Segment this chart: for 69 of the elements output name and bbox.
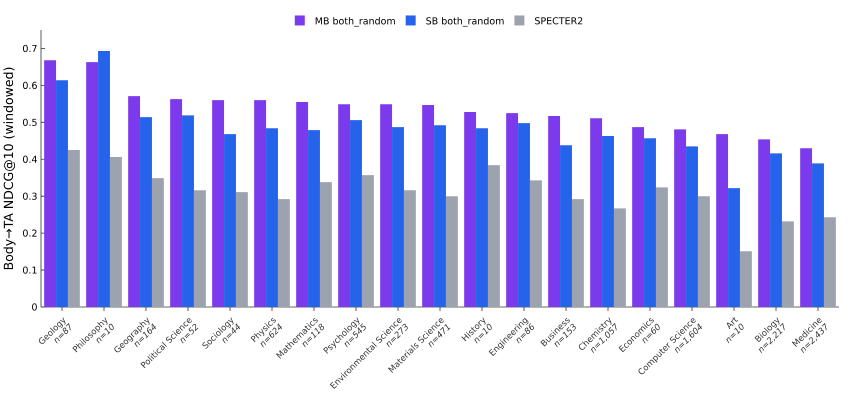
- bar: [110, 157, 122, 307]
- bar: [824, 217, 836, 307]
- bar: [644, 138, 656, 307]
- legend-label: SPECTER2: [535, 17, 582, 24]
- bar: [308, 130, 320, 307]
- bar: [380, 104, 392, 307]
- bar: [800, 148, 812, 307]
- bar: [98, 51, 110, 307]
- y-tick-label: 0.2: [22, 230, 37, 237]
- y-tick-label: 0: [32, 303, 37, 311]
- bar: [278, 199, 290, 307]
- bar: [68, 150, 80, 307]
- bar: [560, 145, 572, 307]
- bar: [728, 188, 740, 307]
- bar: [464, 112, 476, 307]
- bar: [812, 163, 824, 307]
- bar: [296, 102, 308, 307]
- bar: [476, 128, 488, 307]
- bar: [266, 128, 278, 307]
- bar: [674, 129, 686, 307]
- bar: [572, 199, 584, 307]
- bar: [548, 116, 560, 307]
- bar: [758, 139, 770, 307]
- bar: [182, 115, 194, 307]
- bar: [254, 100, 266, 307]
- bar: [392, 127, 404, 307]
- bar: [518, 123, 530, 307]
- bar: [170, 99, 182, 307]
- y-tick-label: 0.7: [22, 44, 37, 52]
- bar: [656, 187, 668, 307]
- bar: [320, 182, 332, 307]
- bar: [488, 165, 500, 307]
- bar: [362, 175, 374, 307]
- bar: [446, 196, 458, 307]
- legend-label: SB both_random: [426, 17, 504, 27]
- bar: [770, 153, 782, 307]
- bar: [530, 180, 542, 307]
- bar: [86, 62, 98, 307]
- bar: [338, 104, 350, 307]
- bar: [350, 120, 362, 307]
- bar: [686, 146, 698, 307]
- bar: [782, 221, 794, 307]
- bar: [716, 134, 728, 307]
- y-tick-label: 0.6: [22, 82, 37, 89]
- bar: [422, 104, 434, 307]
- bar: [740, 251, 752, 307]
- bar: [212, 100, 224, 307]
- bar: [602, 136, 614, 307]
- bar: [56, 80, 68, 307]
- bar: [128, 96, 140, 307]
- bar: [236, 192, 248, 307]
- bar: [152, 178, 164, 307]
- bar: [404, 190, 416, 307]
- y-tick-label: 0.3: [22, 192, 37, 200]
- bar: [194, 190, 206, 307]
- legend-label: MB both_random: [316, 17, 395, 27]
- bar: [44, 60, 56, 307]
- y-tick-label: 0.4: [22, 156, 37, 163]
- bar: [140, 117, 152, 307]
- bar: [590, 118, 602, 307]
- bar: [614, 208, 626, 307]
- bar: [698, 196, 710, 307]
- y-tick-label: 0.5: [22, 118, 37, 126]
- bar: [434, 125, 446, 307]
- y-tick-label: 0.1: [22, 266, 37, 274]
- y-axis-title: Body→TA NDCG@10 (windowed): [3, 68, 16, 270]
- bar: [632, 127, 644, 307]
- bar: [224, 134, 236, 307]
- bar: [506, 113, 518, 307]
